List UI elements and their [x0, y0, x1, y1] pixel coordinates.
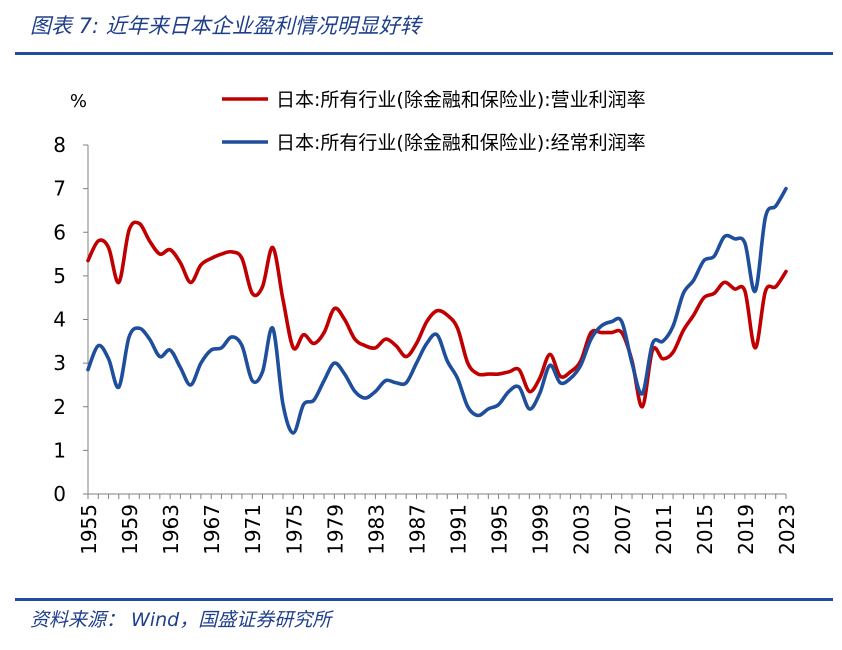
x-tick-label: 2007: [611, 504, 635, 555]
y-tick-label: 0: [53, 482, 66, 506]
chart-series: [86, 186, 788, 435]
figure-title: 图表 7: 近年来日本企业盈利情况明显好转: [30, 14, 421, 38]
x-tick-label: 2011: [652, 504, 676, 555]
source-note: 资料来源： Wind，国盛证券研究所: [30, 609, 332, 631]
chart-axes: 0 1 2 3 4 5 6 7 8% 1955 1959 1963 1967 1971 1975 1979 19…: [53, 91, 799, 555]
legend-label: 日本:所有行业(除金融和保险业):营业利润率: [276, 89, 646, 111]
y-tick-label: 5: [53, 264, 66, 288]
x-tick-label: 1971: [241, 504, 265, 555]
x-tick-label: 1975: [282, 504, 306, 555]
title-rule: [15, 52, 833, 55]
series-line-ordinary-margin: [86, 186, 788, 435]
y-tick-label: 6: [53, 220, 66, 244]
y-tick-label: 7: [53, 177, 66, 201]
y-tick-label: 2: [53, 395, 66, 419]
y-tick-label: 4: [53, 308, 66, 332]
y-tick-label: 8: [53, 133, 66, 157]
x-tick-label: 1999: [529, 504, 553, 555]
x-tick-label: 2023: [775, 504, 799, 555]
x-tick-label: 2015: [693, 504, 717, 555]
x-tick-label: 1983: [364, 504, 388, 555]
chart-legend: 日本:所有行业(除金融和保险业):营业利润率日本:所有行业(除金融和保险业):经…: [222, 89, 646, 154]
x-tick-label: 2003: [570, 504, 594, 555]
y-tick-label: 3: [53, 351, 66, 375]
x-tick-label: 2019: [734, 504, 758, 555]
source-rule: [15, 598, 833, 601]
y-tick-label: 1: [53, 438, 66, 462]
x-tick-label: 1955: [77, 504, 101, 555]
y-unit-label: %: [70, 91, 87, 112]
x-tick-label: 1979: [323, 504, 347, 555]
x-tick-label: 1991: [447, 504, 471, 555]
series-line-operating-margin: [86, 220, 788, 409]
x-tick-label: 1963: [159, 504, 183, 555]
x-tick-label: 1959: [118, 504, 142, 555]
x-tick-label: 1995: [488, 504, 512, 555]
x-tick-label: 1987: [405, 504, 429, 555]
line-chart: 0 1 2 3 4 5 6 7 8% 1955 1959 1963 1967 1971 1975 1979 19…: [53, 89, 799, 555]
legend-label: 日本:所有行业(除金融和保险业):经常利润率: [276, 132, 646, 154]
x-tick-label: 1967: [200, 504, 224, 555]
